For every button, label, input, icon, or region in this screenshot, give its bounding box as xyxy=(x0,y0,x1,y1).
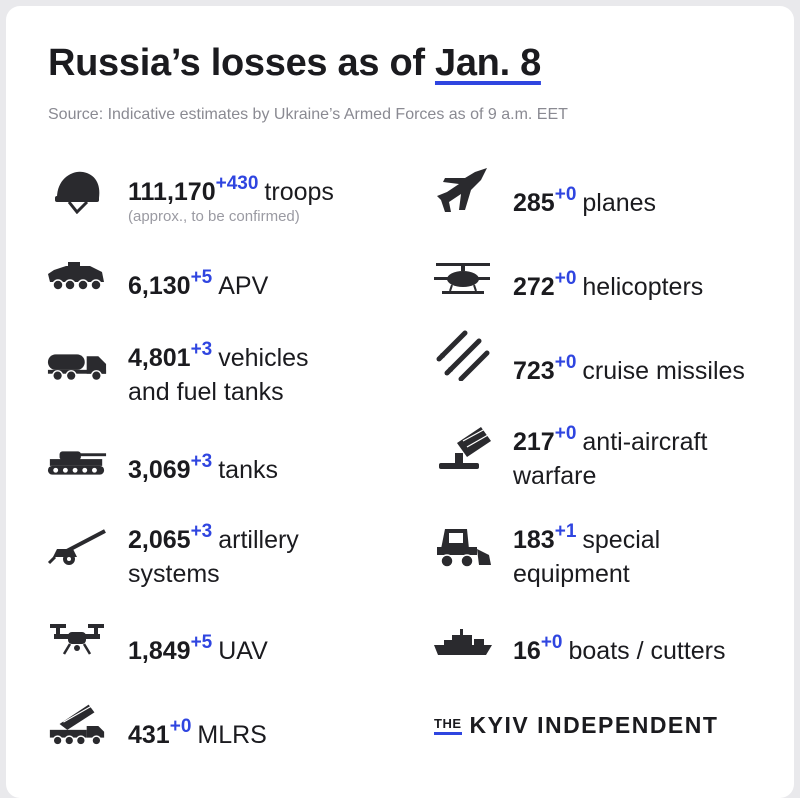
list-item-uav: 1,849+5 UAV xyxy=(128,626,268,668)
stat-delta: +3 xyxy=(190,521,213,542)
list-item-apv: 6,130+5 APV xyxy=(128,261,268,303)
stat-label: MLRS xyxy=(197,721,267,749)
stat-delta: +0 xyxy=(554,423,577,444)
stat-label: APV xyxy=(218,272,269,300)
stat-label: vehicles xyxy=(218,344,309,372)
stat-label: helicopters xyxy=(582,273,704,301)
stat-label: anti-aircraft xyxy=(582,428,708,456)
stat-delta: +3 xyxy=(190,451,213,472)
helicopter-icon xyxy=(432,252,494,302)
list-item-artillery: 2,065+3 artillery systems xyxy=(128,515,299,591)
list-item-troops: 111,170+430 troops (approx., to be confir… xyxy=(128,167,334,225)
stat-value: 3,069 xyxy=(128,456,191,484)
brand-name: KYIV INDEPENDENT xyxy=(469,712,719,738)
artillery-icon xyxy=(46,522,108,572)
stat-label: special xyxy=(582,526,661,554)
list-item-helicopters: 272+0 helicopters xyxy=(513,262,703,304)
missiles-icon xyxy=(432,330,494,381)
source-note: Source: Indicative estimates by Ukraine’… xyxy=(48,106,568,123)
title-main: Russia’s losses as of xyxy=(48,42,425,84)
stat-delta: +0 xyxy=(554,268,577,289)
list-item-vehicles: 4,801+3 vehicles and fuel tanks xyxy=(128,333,309,409)
list-item-anti-aircraft: 217+0 anti-aircraft warfare xyxy=(513,417,707,493)
list-item-tanks: 3,069+3 tanks xyxy=(128,445,278,487)
list-item-mlrs: 431+0 MLRS xyxy=(128,710,267,752)
tank-icon xyxy=(46,437,108,487)
stat-delta: +0 xyxy=(554,352,577,373)
stat-label-continued: and fuel tanks xyxy=(128,378,284,406)
drone-icon xyxy=(46,614,108,664)
stat-label: artillery xyxy=(218,526,299,554)
stat-label: planes xyxy=(582,189,657,217)
stat-label-continued: warfare xyxy=(513,462,597,490)
stat-value: 431 xyxy=(128,721,170,749)
stat-delta: +0 xyxy=(169,716,192,737)
stat-value: 6,130 xyxy=(128,272,191,300)
list-item-cruise-missiles: 723+0 cruise missiles xyxy=(513,346,745,388)
stat-value: 723 xyxy=(513,357,555,385)
stat-label-continued: equipment xyxy=(513,560,630,588)
stat-delta: +0 xyxy=(554,184,577,205)
stat-label: UAV xyxy=(218,637,268,665)
stat-value: 272 xyxy=(513,273,555,301)
infographic-card xyxy=(6,6,794,798)
stat-value: 111,170 xyxy=(128,178,216,206)
stat-label: cruise missiles xyxy=(582,357,745,385)
stat-delta: +1 xyxy=(554,521,577,542)
stat-label: tanks xyxy=(218,456,278,484)
stat-delta: +3 xyxy=(190,339,213,360)
list-item-special-equipment: 183+1 special equipment xyxy=(513,515,660,591)
stat-value: 285 xyxy=(513,189,555,217)
list-item-boats: 16+0 boats / cutters xyxy=(513,626,726,668)
mlrs-icon xyxy=(46,700,108,750)
stat-value: 1,849 xyxy=(128,637,191,665)
loader-icon xyxy=(432,522,494,572)
page-title: Russia’s losses as of Jan. 8 xyxy=(48,42,541,85)
stat-value: 16 xyxy=(513,637,541,665)
stat-value: 4,801 xyxy=(128,344,191,372)
stat-delta: +5 xyxy=(190,267,213,288)
title-date: Jan. 8 xyxy=(434,42,541,84)
stat-label: boats / cutters xyxy=(568,637,726,665)
brand-the: THE xyxy=(434,716,462,735)
stat-value: 217 xyxy=(513,428,555,456)
stat-note: (approx., to be confirmed) xyxy=(128,208,300,225)
boat-icon xyxy=(432,618,494,668)
plane-icon xyxy=(432,166,494,216)
stat-delta: +5 xyxy=(190,632,213,653)
anti-aircraft-icon xyxy=(432,424,494,474)
truck-icon xyxy=(46,340,108,390)
stat-label-continued: systems xyxy=(128,560,220,588)
brand-logo: THE KYIV INDEPENDENT xyxy=(434,712,718,739)
list-item-planes: 285+0 planes xyxy=(513,178,656,220)
stat-delta: +0 xyxy=(540,632,563,653)
stat-label: troops xyxy=(264,178,334,206)
stat-value: 183 xyxy=(513,526,555,554)
apv-icon xyxy=(46,252,108,302)
stat-value: 2,065 xyxy=(128,526,191,554)
helmet-icon xyxy=(46,166,108,216)
stat-delta: +430 xyxy=(215,173,259,194)
